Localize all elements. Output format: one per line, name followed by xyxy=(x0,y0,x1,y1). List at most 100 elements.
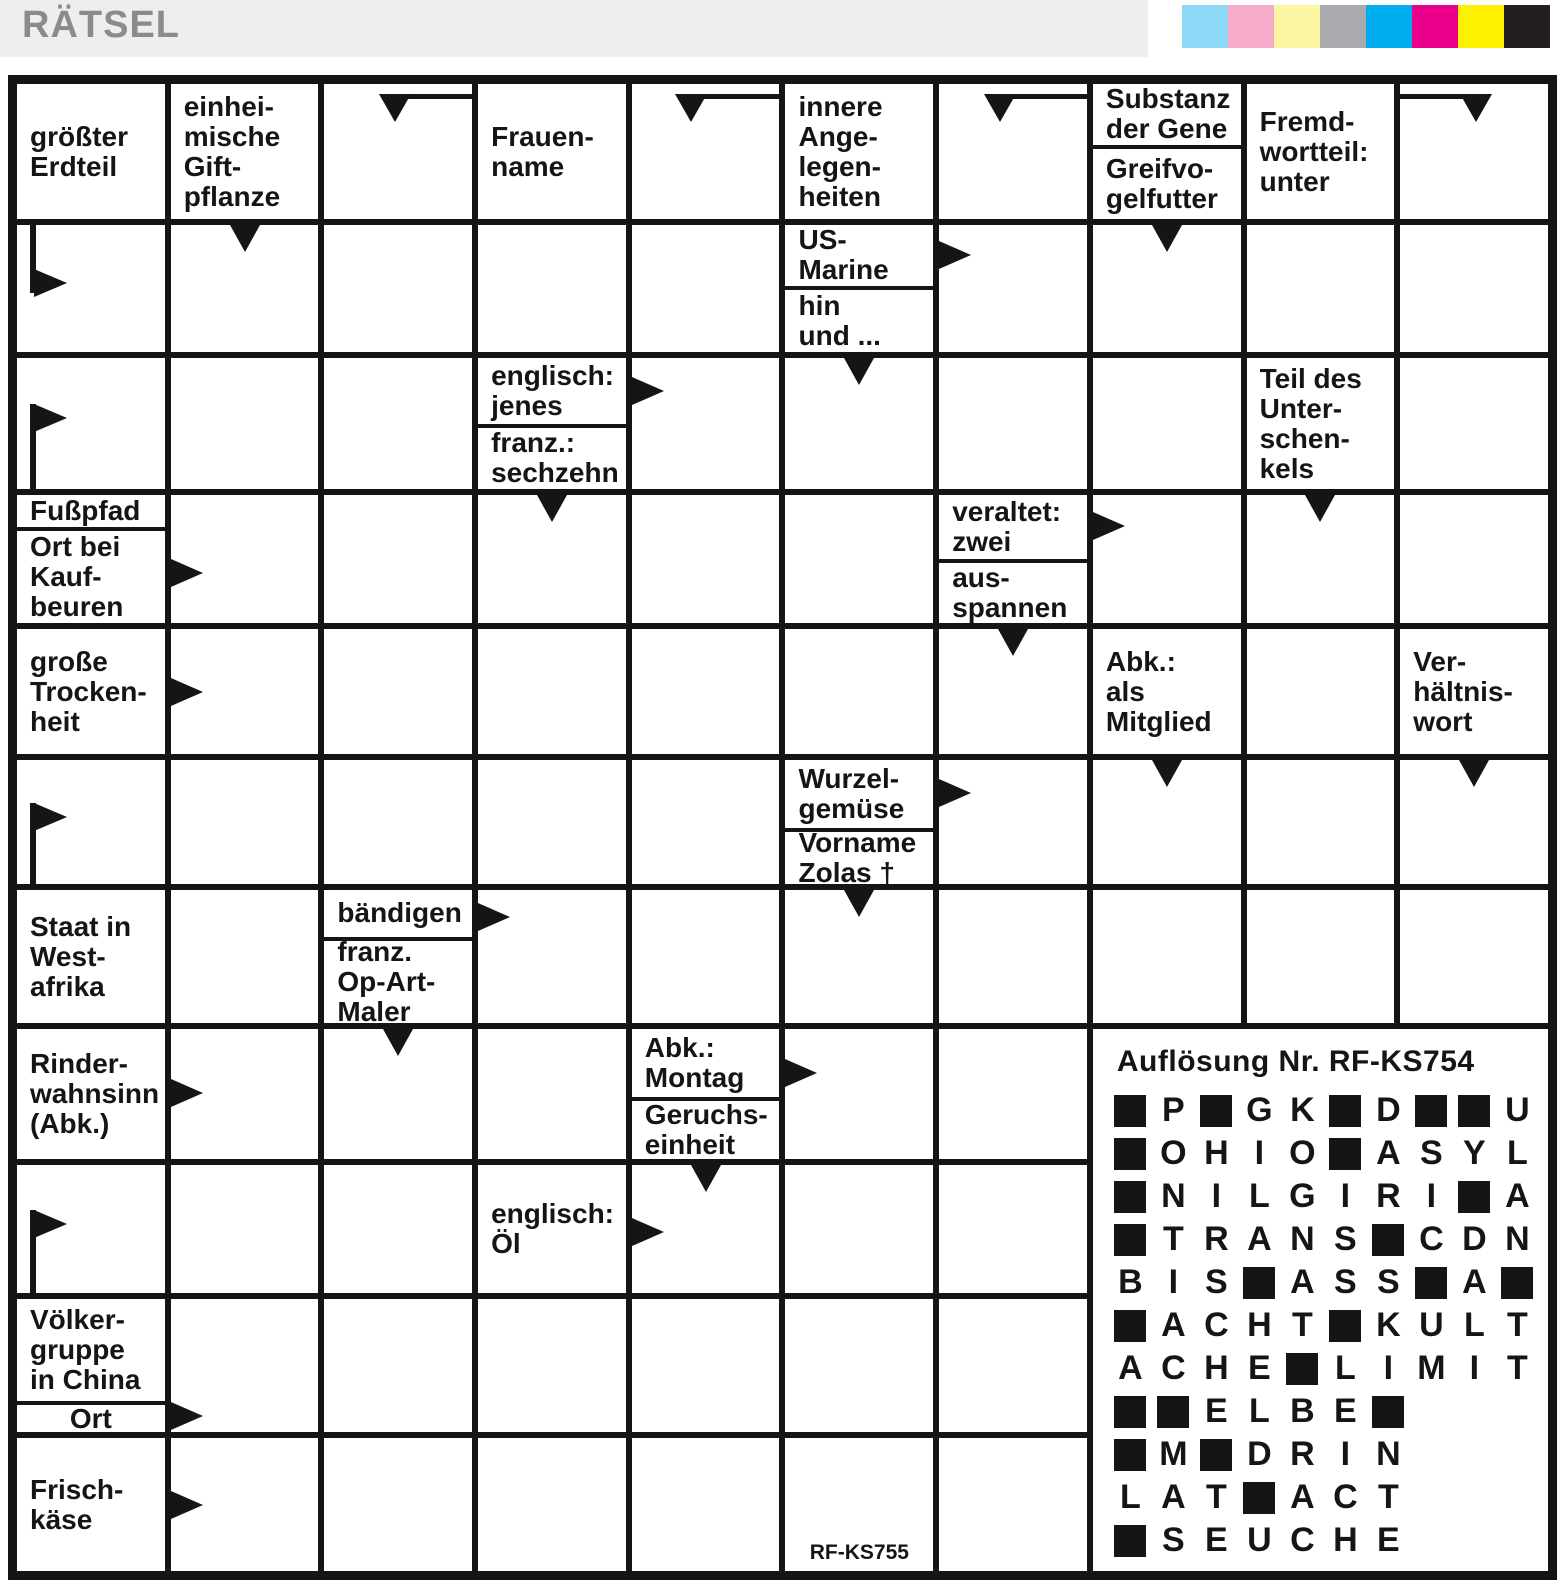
arrow-down-icon xyxy=(229,225,260,252)
answer-cell[interactable] xyxy=(478,225,626,352)
answer-cell[interactable] xyxy=(324,225,473,352)
solution-black-square xyxy=(1453,1089,1496,1132)
answer-cell[interactable] xyxy=(1394,84,1548,219)
black-square xyxy=(1114,1094,1147,1127)
answer-cell[interactable] xyxy=(478,1438,626,1571)
answer-cell[interactable] xyxy=(324,629,473,754)
solution-letter: C xyxy=(1333,1478,1358,1516)
answer-cell[interactable] xyxy=(17,219,165,352)
answer-cell[interactable] xyxy=(631,84,786,219)
clue-part: aus- spannen xyxy=(939,559,1087,623)
solution-empty xyxy=(1410,1433,1453,1476)
solution-letter: R xyxy=(1290,1435,1315,1473)
answer-cell[interactable] xyxy=(939,1165,1087,1293)
answer-cell[interactable] xyxy=(785,1165,934,1293)
answer-cell[interactable] xyxy=(324,1165,473,1293)
black-square xyxy=(1157,1395,1190,1428)
solution-letter: N xyxy=(1290,1220,1315,1258)
answer-cell[interactable] xyxy=(785,1029,934,1159)
solution-letter: K xyxy=(1290,1091,1315,1129)
answer-cell[interactable] xyxy=(324,1299,473,1432)
answer-cell[interactable] xyxy=(631,629,780,754)
answer-cell[interactable] xyxy=(1246,890,1395,1023)
answer-cell[interactable] xyxy=(785,890,934,1023)
page-title: RÄTSEL xyxy=(22,4,180,46)
answer-cell[interactable] xyxy=(631,225,780,352)
answer-cell[interactable] xyxy=(1400,495,1548,623)
answer-cell[interactable] xyxy=(1400,225,1548,352)
solution-letter: T xyxy=(1378,1478,1399,1516)
solution-letter: N xyxy=(1161,1177,1186,1215)
answer-cell[interactable] xyxy=(478,760,626,884)
answer-cell[interactable] xyxy=(1092,358,1241,489)
answer-cell[interactable] xyxy=(1400,890,1548,1023)
answer-cell[interactable] xyxy=(170,225,319,352)
answer-cell[interactable] xyxy=(1092,890,1241,1023)
solution-letter: T xyxy=(1292,1306,1313,1344)
answer-cell[interactable] xyxy=(939,1438,1087,1571)
solution-letter: C xyxy=(1161,1349,1186,1387)
answer-cell[interactable] xyxy=(170,1165,319,1293)
solution-letter: I xyxy=(1469,1349,1480,1387)
answer-cell[interactable] xyxy=(324,358,473,489)
answer-cell[interactable] xyxy=(1400,358,1548,489)
clue-cell: Abk.: als Mitglied xyxy=(1092,629,1241,754)
color-patch xyxy=(1320,5,1366,48)
answer-cell[interactable] xyxy=(170,890,319,1023)
answer-cell[interactable] xyxy=(478,495,626,623)
answer-cell[interactable]: RF-KS755 xyxy=(785,1438,934,1571)
answer-cell[interactable] xyxy=(478,629,626,754)
answer-cell[interactable] xyxy=(324,84,479,219)
answer-cell[interactable] xyxy=(631,890,780,1023)
answer-cell[interactable] xyxy=(324,760,473,884)
answer-cell[interactable] xyxy=(324,1438,473,1571)
clue-text: Greifvo- gelfutter xyxy=(1105,152,1218,214)
answer-cell[interactable] xyxy=(478,1299,626,1432)
clue-part: Ort xyxy=(17,1401,165,1432)
answer-cell[interactable] xyxy=(478,1029,626,1159)
answer-cell[interactable] xyxy=(17,1165,165,1299)
clue-text: Geruchs- einheit xyxy=(644,1098,768,1159)
solution-empty xyxy=(1453,1476,1496,1519)
answer-cell[interactable] xyxy=(785,358,934,489)
answer-cell[interactable] xyxy=(939,84,1093,219)
solution-letter: T xyxy=(1507,1349,1528,1387)
answer-cell[interactable] xyxy=(939,629,1087,754)
clue-text: englisch: jenes xyxy=(491,359,615,421)
answer-cell[interactable] xyxy=(17,760,165,890)
answer-cell[interactable] xyxy=(170,495,319,623)
answer-cell[interactable] xyxy=(1246,629,1395,754)
arrow-down-icon xyxy=(1151,760,1182,787)
answer-cell[interactable] xyxy=(939,358,1087,489)
answer-cell[interactable] xyxy=(17,358,165,495)
answer-cell[interactable] xyxy=(1246,225,1395,352)
answer-cell[interactable] xyxy=(170,760,319,884)
answer-cell[interactable] xyxy=(170,358,319,489)
black-square xyxy=(1329,1094,1362,1127)
answer-cell[interactable] xyxy=(631,495,780,623)
answer-cell[interactable] xyxy=(324,495,473,623)
answer-cell[interactable] xyxy=(785,495,934,623)
answer-cell[interactable] xyxy=(1246,760,1395,884)
answer-cell[interactable] xyxy=(939,1299,1087,1432)
clue-cell: Staat in West- afrika xyxy=(17,890,165,1023)
clue-part: Frauen- name xyxy=(478,84,626,219)
answer-cell[interactable] xyxy=(939,890,1087,1023)
answer-cell[interactable] xyxy=(785,629,934,754)
answer-cell[interactable] xyxy=(631,1165,780,1293)
answer-cell[interactable] xyxy=(1400,760,1548,884)
answer-cell[interactable] xyxy=(631,1299,780,1432)
arrow-down-icon xyxy=(536,495,567,522)
arrow-flag-right-icon xyxy=(34,803,67,832)
answer-cell[interactable] xyxy=(1092,225,1241,352)
answer-cell[interactable] xyxy=(631,760,780,884)
answer-cell[interactable] xyxy=(631,1438,780,1571)
clue-cell: Ver- hältnis- wort xyxy=(1400,629,1548,754)
clue-cell: große Trocken- heit xyxy=(17,629,203,754)
answer-cell[interactable] xyxy=(324,1029,473,1159)
answer-cell[interactable] xyxy=(939,1029,1087,1159)
clue-cell: Frauen- name xyxy=(478,84,626,219)
answer-cell[interactable] xyxy=(1092,760,1241,884)
answer-cell[interactable] xyxy=(785,1299,934,1432)
answer-cell[interactable] xyxy=(1246,495,1395,623)
